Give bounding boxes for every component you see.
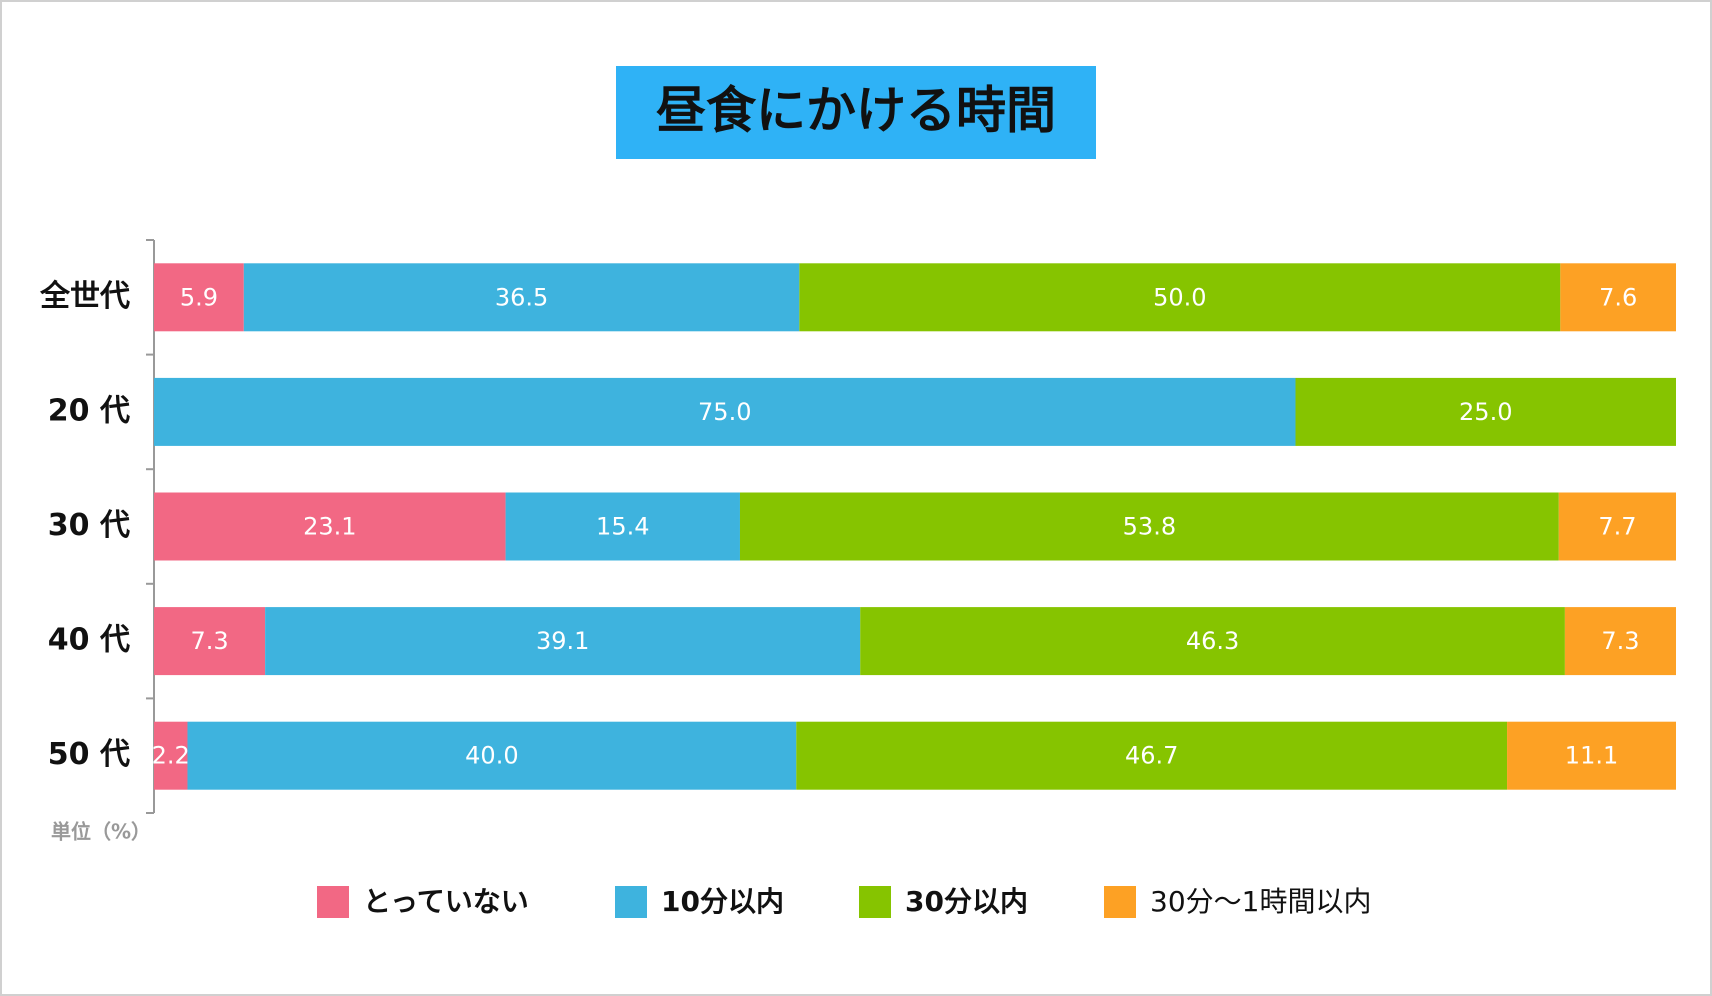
- value-label: 36.5: [495, 283, 548, 311]
- legend-label: 30分以内: [905, 885, 1028, 918]
- bar-segment: [1295, 377, 1676, 446]
- bar-segment: [505, 492, 740, 561]
- value-label: 23.1: [303, 513, 356, 541]
- legend-label: 30分〜1時間以内: [1150, 885, 1371, 918]
- legend-swatch: [317, 886, 349, 918]
- value-label: 25.0: [1459, 398, 1512, 426]
- legend-label: 10分以内: [661, 885, 784, 918]
- bar-segment: [860, 607, 1565, 676]
- bar-segment: [1564, 607, 1676, 676]
- legend-swatch: [615, 886, 647, 918]
- chart-title: 昼食にかける時間: [656, 82, 1056, 140]
- bar-segment: [154, 492, 506, 561]
- bar-segment: [154, 607, 266, 676]
- legend-swatch: [859, 886, 891, 918]
- bar-segment: [1560, 263, 1676, 332]
- value-label: 50.0: [1153, 283, 1206, 311]
- bar-segment: [243, 263, 800, 332]
- y-tick-label: 20 代: [48, 393, 130, 428]
- bar-segment: [799, 263, 1561, 332]
- bar-segment: [1507, 721, 1676, 790]
- value-label: 39.1: [536, 627, 589, 655]
- legend-label: とっていない: [363, 885, 529, 918]
- title-background: [616, 66, 1096, 159]
- value-label: 7.3: [190, 627, 228, 655]
- bar-segment: [265, 607, 861, 676]
- value-label: 5.9: [180, 283, 218, 311]
- bar-segment: [154, 377, 1296, 446]
- value-label: 75.0: [698, 398, 751, 426]
- y-tick-label: 40 代: [48, 623, 130, 658]
- bar-segment: [187, 721, 797, 790]
- value-label: 7.3: [1601, 627, 1639, 655]
- value-label: 46.7: [1125, 742, 1178, 770]
- bar-segment: [154, 263, 244, 332]
- y-tick-label: 50 代: [48, 737, 130, 772]
- value-label: 11.1: [1565, 742, 1618, 770]
- y-tick-label: 全世代: [39, 279, 130, 314]
- value-label: 7.6: [1599, 283, 1637, 311]
- bar-segment: [796, 721, 1508, 790]
- bar-segment: [739, 492, 1559, 561]
- value-label: 53.8: [1123, 513, 1176, 541]
- value-label: 46.3: [1186, 627, 1239, 655]
- value-label: 2.2: [152, 742, 190, 770]
- unit-label: 単位（%）: [51, 820, 151, 844]
- legend-swatch: [1104, 886, 1136, 918]
- y-tick-label: 30 代: [48, 508, 130, 543]
- bar-segment: [154, 721, 188, 790]
- value-label: 15.4: [596, 513, 649, 541]
- value-label: 40.0: [465, 742, 518, 770]
- bar-segment: [1558, 492, 1676, 561]
- value-label: 7.7: [1598, 513, 1636, 541]
